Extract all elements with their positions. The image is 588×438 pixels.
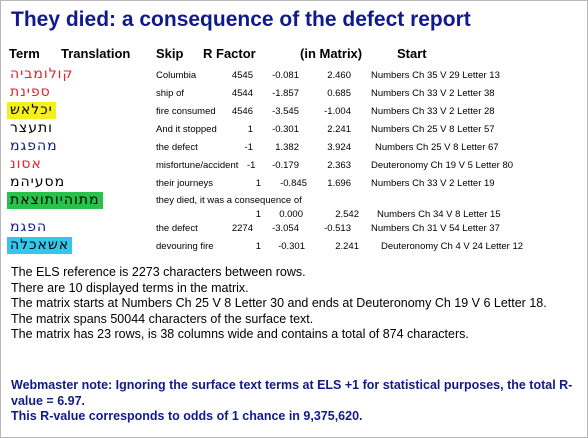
start-cell: Numbers Ch 33 V 2 Letter 28: [371, 106, 495, 117]
summary-line: There are 10 displayed terms in the matr…: [11, 280, 249, 295]
in-matrix-cell: 1.696: [327, 178, 351, 189]
in-matrix-cell: 3.924: [327, 142, 351, 153]
in-matrix-cell: 2.363: [327, 160, 351, 171]
translation-cell: And it stopped: [156, 124, 217, 135]
skip-cell: 4546: [231, 106, 253, 117]
in-matrix-cell: -0.513: [324, 223, 351, 234]
page-title: They died: a consequence of the defect r…: [11, 8, 471, 31]
summary-line: The matrix spans 50044 characters of the…: [11, 311, 314, 326]
webmaster-note: Webmaster note: Ignoring the surface tex…: [11, 378, 581, 425]
translation-cell: ship of: [156, 88, 184, 99]
start-cell: Deuteronomy Ch 19 V 5 Letter 80: [371, 160, 514, 171]
skip-cell: -1: [244, 142, 253, 153]
term-cell: ותעצר: [10, 120, 53, 136]
r-factor-cell: -3.054: [272, 223, 299, 234]
r-factor-cell: 1.382: [275, 142, 299, 153]
term-cell: אסונ: [10, 156, 42, 172]
start-cell: Numbers Ch 31 V 54 Letter 37: [371, 223, 500, 234]
skip-cell: 4544: [231, 88, 253, 99]
in-matrix-cell: -1.004: [324, 106, 351, 117]
translation-cell: devouring fire: [156, 241, 214, 252]
term-cell: הפגמ: [10, 219, 48, 235]
header-translation: Translation: [61, 46, 131, 61]
term-cell: יכלאש: [7, 102, 56, 119]
in-matrix-cell: 2.241: [335, 241, 359, 252]
in-matrix-cell: 2.542: [335, 209, 359, 220]
r-factor-cell: -1.857: [272, 88, 299, 99]
note-line: This R-value corresponds to odds of 1 ch…: [11, 409, 363, 423]
start-cell: Deuteronomy Ch 4 V 24 Letter 12: [381, 241, 524, 252]
in-matrix-cell: 2.241: [327, 124, 351, 135]
translation-cell: misfortune/accident: [156, 160, 239, 171]
start-cell: Numbers Ch 33 V 2 Letter 38: [371, 88, 495, 99]
in-matrix-cell: 0.685: [327, 88, 351, 99]
skip-cell: 1: [247, 124, 253, 135]
start-cell: Numbers Ch 35 V 29 Letter 13: [371, 70, 500, 81]
translation-cell: the defect: [156, 142, 198, 153]
note-line: Webmaster note: Ignoring the surface tex…: [11, 378, 573, 408]
skip-cell: 1: [255, 241, 261, 252]
r-factor-cell: -0.081: [272, 70, 299, 81]
r-factor-cell: -0.179: [272, 160, 299, 171]
summary-line: The matrix starts at Numbers Ch 25 V 8 L…: [11, 296, 547, 310]
summary-text: The ELS reference is 2273 characters bet…: [11, 265, 581, 343]
skip-cell: 2274: [231, 223, 253, 234]
skip-cell: 1: [255, 178, 261, 189]
start-cell: Numbers Ch 34 V 8 Letter 15: [377, 209, 501, 220]
translation-cell: their journeys: [156, 178, 214, 189]
skip-cell: 1: [255, 209, 261, 220]
translation-cell: the defect: [156, 223, 198, 234]
header-in-matrix: (in Matrix): [300, 46, 363, 61]
start-cell: Numbers Ch 25 V 8 Letter 67: [375, 142, 499, 153]
summary-line: The ELS reference is 2273 characters bet…: [11, 265, 306, 279]
start-cell: Numbers Ch 25 V 8 Letter 57: [371, 124, 495, 135]
translation-cell: Columbia: [156, 70, 197, 81]
skip-cell: 4545: [231, 70, 253, 81]
term-cell: מהפגמ: [10, 138, 58, 154]
r-factor-cell: -3.545: [272, 106, 299, 117]
translation-cell: fire consumed: [156, 106, 216, 117]
header-r-factor: R Factor: [203, 46, 256, 61]
r-factor-cell: -0.301: [278, 241, 305, 252]
start-cell: Numbers Ch 33 V 2 Letter 19: [371, 178, 495, 189]
term-cell: מסעיהמ: [10, 174, 66, 190]
header-start: Start: [397, 46, 427, 61]
term-cell: ספינת: [10, 84, 51, 100]
summary-line: The matrix has 23 rows, is 38 columns wi…: [11, 327, 469, 341]
r-factor-cell: -0.301: [272, 124, 299, 135]
header-term: Term: [9, 46, 40, 61]
r-factor-cell: -0.845: [280, 178, 307, 189]
translation-cell: they died, it was a consequence of: [156, 195, 302, 206]
r-factor-cell: 0.000: [279, 209, 303, 220]
header-skip: Skip: [156, 46, 184, 61]
in-matrix-cell: 2.460: [327, 70, 351, 81]
term-cell: אשאכלה: [7, 237, 73, 254]
skip-cell: -1: [247, 160, 256, 171]
term-cell: מתוהיותוצאת: [7, 192, 103, 209]
term-cell: קולומביה: [10, 66, 74, 82]
